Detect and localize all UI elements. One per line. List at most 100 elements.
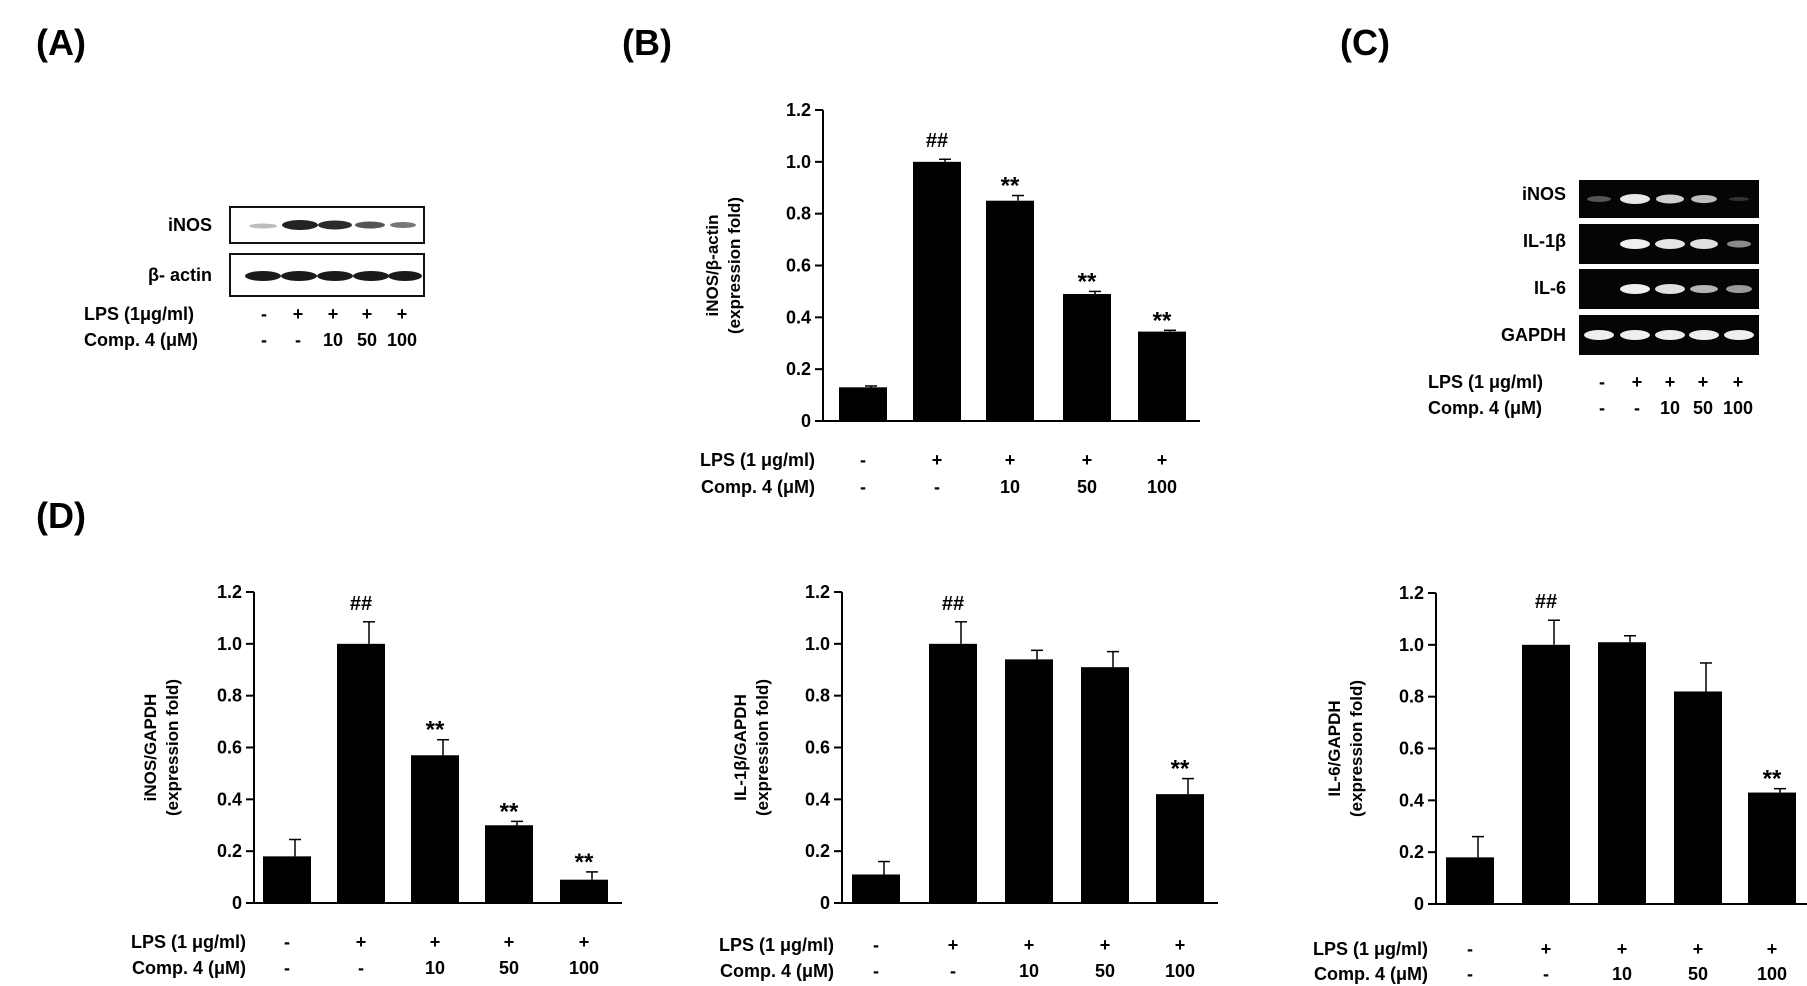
- y-tick-label: 0.4: [217, 789, 242, 809]
- y-tick-label: 0.8: [217, 686, 242, 706]
- bar: [1446, 857, 1494, 904]
- gel-bands-il6: [1620, 284, 1752, 294]
- band-inos-lane5: [390, 222, 416, 228]
- bar: [839, 387, 887, 421]
- bar: [1081, 667, 1129, 903]
- y-axis-title: IL-1β/GAPDH: [731, 694, 750, 801]
- lps-cell: -: [860, 450, 866, 470]
- y-tick-label: 0.4: [805, 789, 830, 809]
- gel-strip-gapdh: [1579, 315, 1759, 355]
- comp-cell: -: [1467, 964, 1473, 984]
- y-axis-subtitle: (expression fold): [753, 679, 772, 816]
- lps-row-label: LPS (1 μg/ml): [700, 450, 815, 470]
- bar: [1674, 691, 1722, 904]
- comp-cell: 10: [425, 958, 445, 978]
- y-tick-label: 0: [232, 893, 242, 913]
- bar: [929, 643, 977, 903]
- lps-cell: -: [1467, 939, 1473, 959]
- bar: [852, 874, 900, 903]
- comp-cell: -: [284, 958, 290, 978]
- y-tick-label: 0.6: [786, 256, 811, 276]
- bar: [1063, 294, 1111, 421]
- y-tick-label: 1.2: [786, 100, 811, 120]
- wb-lps-cell: +: [327, 304, 339, 324]
- chart-b: 0 0.2 0.4 0.6 0.8 1.0 1.2 iNOS/β-actin (expressi…: [700, 100, 1200, 497]
- comp-cell: 100: [1165, 961, 1195, 981]
- lps-cell: +: [1617, 939, 1628, 959]
- comp-cell: 100: [1757, 964, 1787, 984]
- blot-strip-inos: [229, 206, 425, 244]
- gel-bands-gapdh: [1584, 330, 1754, 340]
- lps-cell: -: [873, 935, 879, 955]
- wb-comp-label: Comp. 4 (μM): [84, 330, 199, 350]
- wb-lps-label: LPS (1μg/ml): [84, 304, 195, 324]
- lps-cell: +: [1005, 450, 1016, 470]
- y-tick-label: 0: [1414, 894, 1424, 914]
- lps-cell: +: [430, 932, 441, 952]
- blot-label-inos: iNOS: [167, 215, 212, 235]
- significance-label: ##: [350, 593, 372, 615]
- y-axis-subtitle: (expression fold): [163, 679, 182, 816]
- lps-cell: +: [1693, 939, 1704, 959]
- comp-cell: 100: [1147, 477, 1177, 497]
- lps-cell: -: [284, 932, 290, 952]
- gel-bands-inos: [1587, 194, 1749, 204]
- blot-bands-actin: [245, 271, 422, 281]
- y-axis-title: iNOS/β-actin: [703, 215, 722, 317]
- y-tick-label: 1.2: [805, 582, 830, 602]
- y-tick-label: 0.8: [805, 686, 830, 706]
- lps-cell: +: [1767, 939, 1778, 959]
- blot-strip-actin: [229, 253, 425, 297]
- gel-lps-label: LPS (1 μg/ml): [1428, 372, 1544, 392]
- chart-d3: 0 0.2 0.4 0.6 0.8 1.0 1.2 IL-6/GAPDH (expression…: [1313, 583, 1807, 984]
- significance-label: **: [500, 798, 519, 825]
- wb-comp-cell: 10: [322, 330, 344, 350]
- panel-label-d: (D): [36, 495, 86, 536]
- gel-label-il6: IL-6: [1533, 278, 1566, 298]
- lps-cell: +: [356, 932, 367, 952]
- bar: [1138, 331, 1186, 421]
- y-tick-label: 0.2: [217, 841, 242, 861]
- y-tick-label: 0.2: [1399, 842, 1424, 862]
- blot-bands-inos: [249, 220, 416, 230]
- gel-comp-cell: 100: [1722, 398, 1754, 418]
- lps-row-label: LPS (1 μg/ml): [131, 932, 246, 952]
- gel-comp-cell: 50: [1692, 398, 1714, 418]
- comp-cell: 100: [569, 958, 599, 978]
- lps-cell: +: [1157, 450, 1168, 470]
- gel-bands-il1b: [1620, 239, 1751, 249]
- y-axis-title: iNOS/GAPDH: [141, 694, 160, 802]
- y-tick-label: 0: [801, 411, 811, 431]
- bar: [1005, 659, 1053, 903]
- lps-cell: +: [1541, 939, 1552, 959]
- gel-lps-cell: +: [1697, 372, 1709, 392]
- wb-lps-cell: -: [261, 304, 267, 324]
- band-inos-lane1: [249, 223, 277, 229]
- significance-label: **: [1171, 756, 1190, 783]
- gel-label-gapdh: GAPDH: [1500, 325, 1566, 345]
- gel-lps-cell: +: [1664, 372, 1676, 392]
- panel-label-c: (C): [1340, 22, 1390, 63]
- wb-comp-cell: 50: [356, 330, 378, 350]
- lps-cell: +: [948, 935, 959, 955]
- lps-row-label: LPS (1 μg/ml): [719, 935, 834, 955]
- gel-comp-cell: -: [1599, 398, 1605, 418]
- comp-row-label: Comp. 4 (μM): [132, 958, 246, 978]
- gel-lps-cell: +: [1732, 372, 1744, 392]
- band-inos-lane4: [355, 221, 385, 229]
- significance-label: **: [575, 849, 594, 876]
- y-tick-label: 0.6: [217, 738, 242, 758]
- significance-label: **: [1001, 173, 1020, 200]
- band-inos-lane2: [282, 220, 318, 230]
- comp-cell: 50: [499, 958, 519, 978]
- comp-row-label: Comp. 4 (μM): [1314, 964, 1428, 984]
- bar: [1748, 792, 1796, 904]
- y-axis-subtitle: (expression fold): [1347, 680, 1366, 817]
- significance-label: ##: [1535, 591, 1557, 613]
- bar: [1156, 794, 1204, 903]
- lps-cell: +: [932, 450, 943, 470]
- lps-cell: +: [1100, 935, 1111, 955]
- band-actin-lane5: [388, 271, 422, 281]
- gel-comp-cell: 10: [1659, 398, 1681, 418]
- wb-comp-cell: -: [261, 330, 267, 350]
